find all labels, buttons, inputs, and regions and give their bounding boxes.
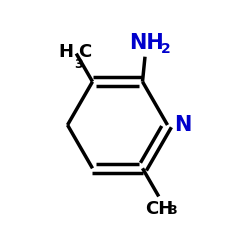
Text: CH: CH: [145, 200, 173, 218]
Text: NH: NH: [129, 33, 164, 53]
Text: C: C: [78, 43, 92, 61]
Text: 2: 2: [161, 42, 171, 56]
Text: 3: 3: [74, 58, 83, 71]
Text: 3: 3: [168, 204, 177, 217]
Text: H: H: [59, 43, 74, 61]
Text: N: N: [174, 115, 191, 135]
